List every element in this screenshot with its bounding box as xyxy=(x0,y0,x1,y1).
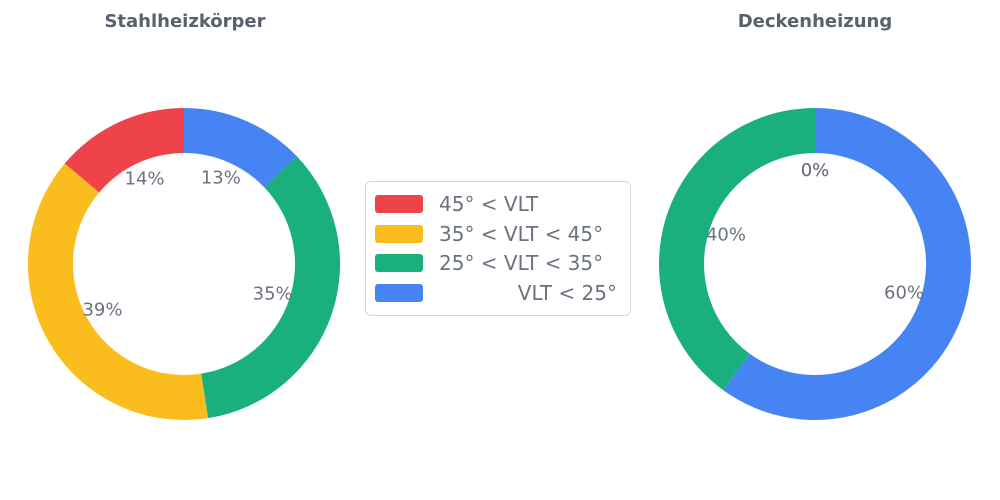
donut-svg: 14% 39% 35% 13% xyxy=(27,107,341,421)
percent-label: 0% xyxy=(801,160,830,181)
chart-title-stahlheizkoerper: Stahlheizkörper xyxy=(104,11,266,32)
legend-item-35-45: 35° < VLT < 45° xyxy=(375,222,617,246)
percent-label: 0% xyxy=(801,160,830,181)
donut-chart-stahlheizkoerper: 14% 39% 35% 13% xyxy=(24,104,344,424)
percent-label: 13% xyxy=(201,167,241,188)
percent-label: 35% xyxy=(253,284,293,305)
donut-segment-3 xyxy=(184,107,297,188)
legend-label: VLT < 25° xyxy=(517,280,617,305)
percent-label: 60% xyxy=(884,282,924,303)
percent-label: 40% xyxy=(706,225,746,246)
percent-label: 14% xyxy=(125,169,165,190)
donut-segment-0 xyxy=(64,108,184,193)
legend-box: 45° < VLT 35° < VLT < 45° 25° < VLT < 35… xyxy=(365,181,631,316)
legend-item-25-35: 25° < VLT < 35° xyxy=(375,251,617,275)
percent-label: 39% xyxy=(82,299,122,320)
legend-label: 35° < VLT < 45° xyxy=(439,221,604,246)
chart-title-deckenheizung: Deckenheizung xyxy=(737,11,893,32)
legend-swatch-blue xyxy=(375,283,423,302)
legend-label: 25° < VLT < 35° xyxy=(439,251,604,276)
legend-item-45-lt-vlt: 45° < VLT xyxy=(375,192,617,216)
donut-segment-3 xyxy=(723,108,971,421)
donut-segment-2 xyxy=(658,108,815,391)
legend-swatch-yellow xyxy=(375,224,423,243)
legend-item-vlt-lt-25: VLT < 25° xyxy=(375,281,617,305)
donut-segment-2 xyxy=(201,156,341,419)
legend-swatch-red xyxy=(375,195,423,214)
legend-label: 45° < VLT xyxy=(439,192,539,217)
legend-swatch-green xyxy=(375,254,423,273)
donut-svg: 0%0%40%60% xyxy=(658,108,971,421)
donut-segment-1 xyxy=(27,163,209,421)
donut-chart-deckenheizung: 0% 0% 40% 60% xyxy=(655,104,975,424)
